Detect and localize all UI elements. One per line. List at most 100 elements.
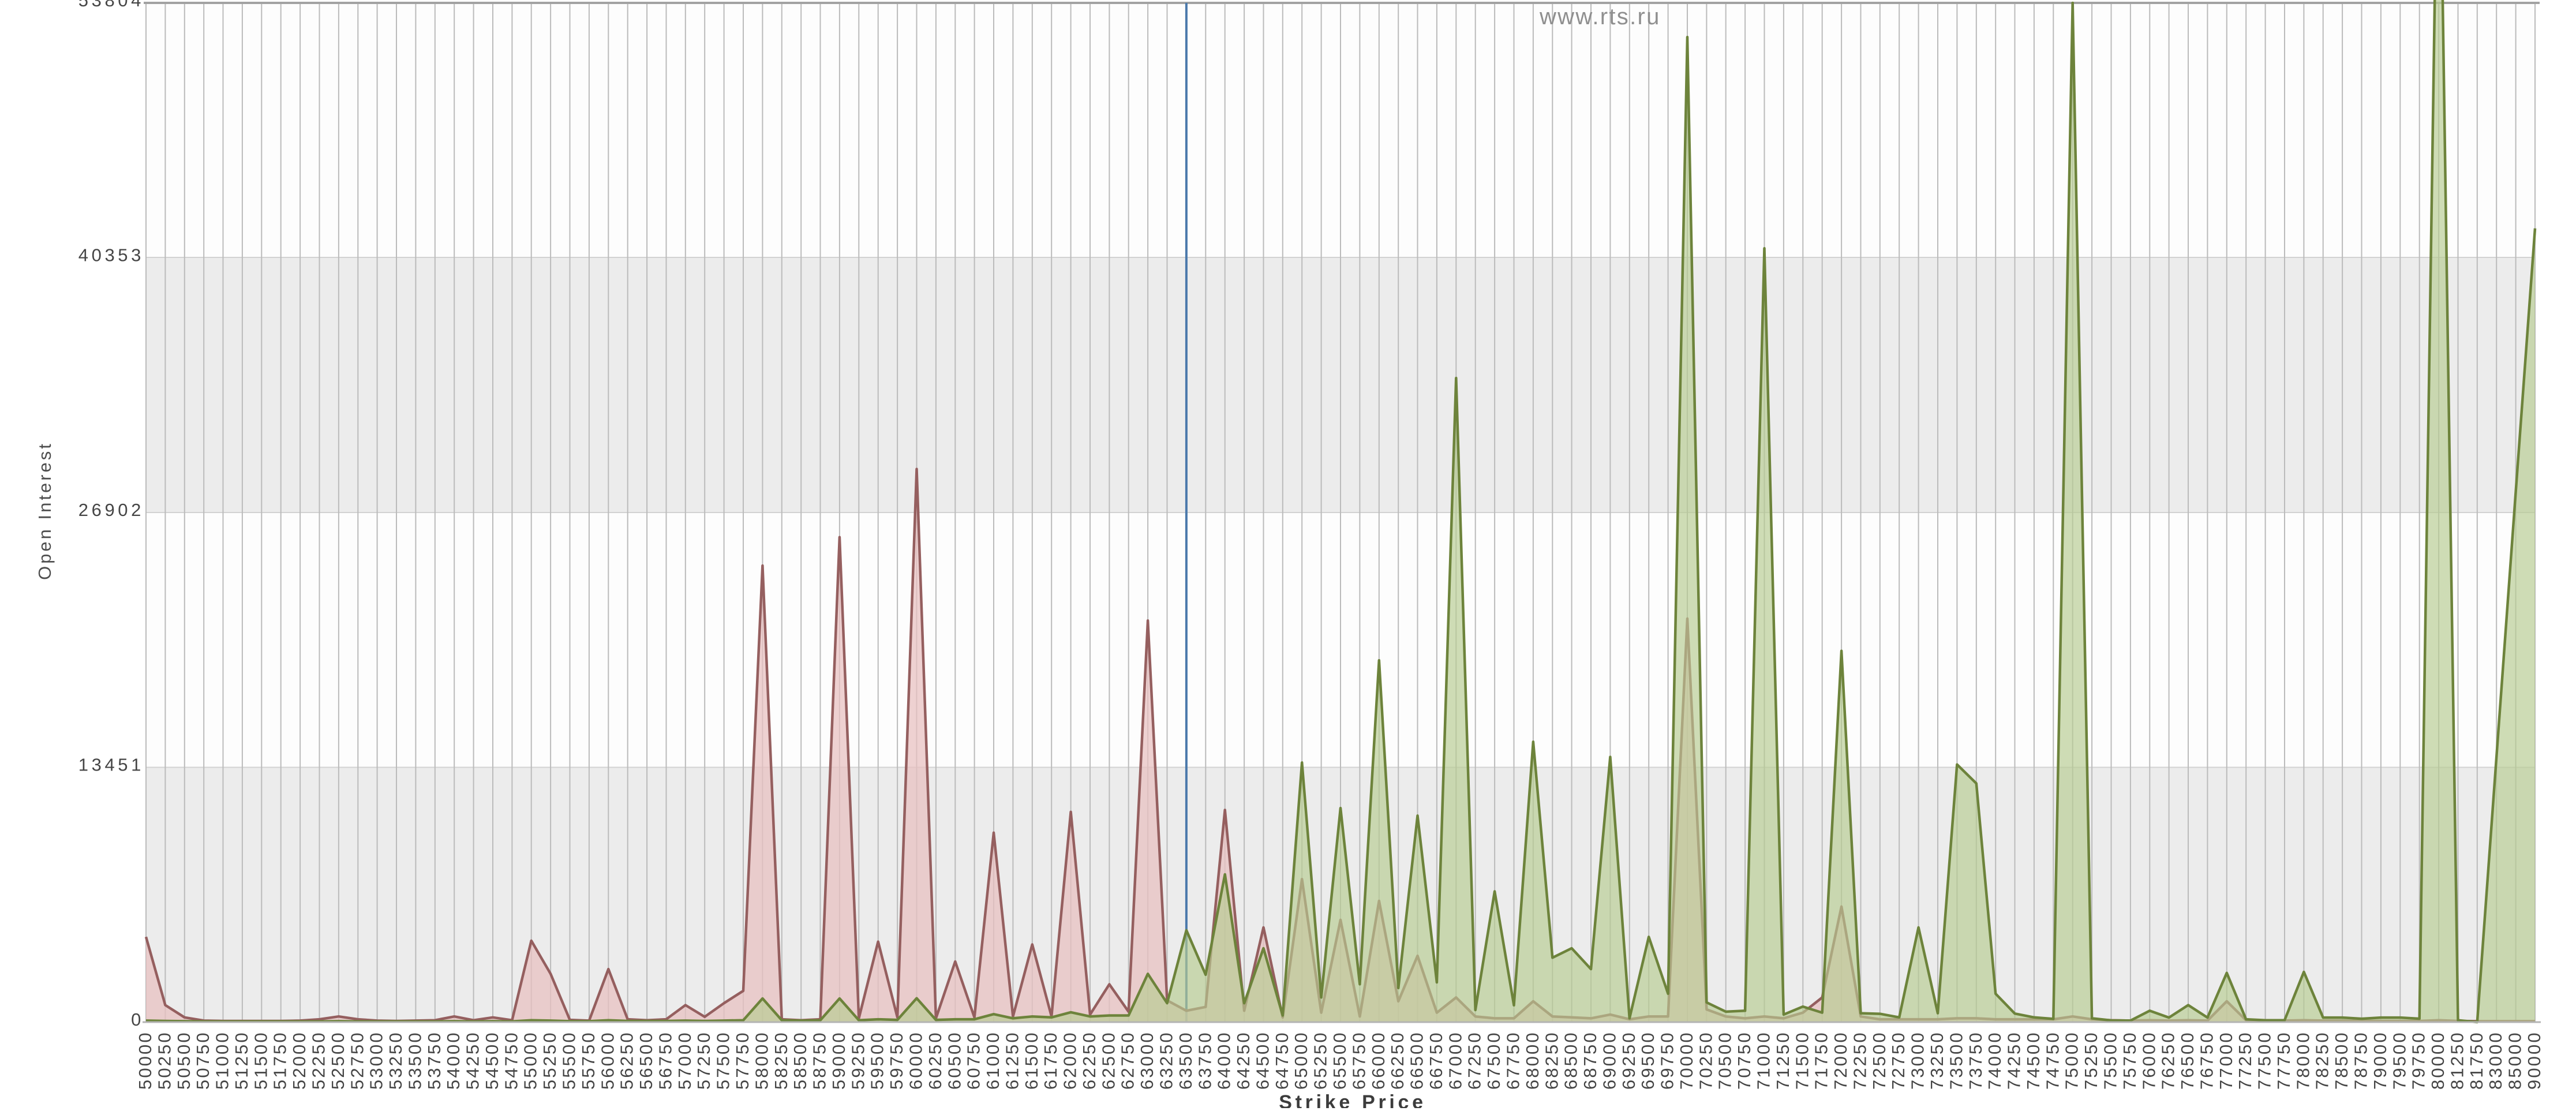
svg-text:50250: 50250 — [154, 1031, 174, 1090]
svg-text:70750: 70750 — [1734, 1031, 1754, 1090]
svg-text:51000: 51000 — [212, 1031, 233, 1090]
svg-text:74750: 74750 — [2042, 1031, 2062, 1090]
svg-text:65250: 65250 — [1311, 1031, 1331, 1090]
svg-text:64750: 64750 — [1272, 1031, 1292, 1090]
svg-text:55500: 55500 — [559, 1031, 579, 1090]
svg-text:52750: 52750 — [347, 1031, 367, 1090]
svg-text:64500: 64500 — [1253, 1031, 1273, 1090]
svg-text:55250: 55250 — [540, 1031, 560, 1090]
svg-text:61750: 61750 — [1040, 1031, 1061, 1090]
svg-text:69500: 69500 — [1638, 1031, 1658, 1090]
svg-text:54750: 54750 — [501, 1031, 521, 1090]
svg-text:62000: 62000 — [1060, 1031, 1080, 1090]
svg-text:65000: 65000 — [1291, 1031, 1311, 1090]
svg-text:74000: 74000 — [1985, 1031, 2005, 1090]
svg-text:54250: 54250 — [463, 1031, 483, 1090]
svg-text:72500: 72500 — [1869, 1031, 1889, 1090]
svg-text:68250: 68250 — [1541, 1031, 1562, 1090]
svg-text:57750: 57750 — [732, 1031, 752, 1090]
svg-text:68500: 68500 — [1561, 1031, 1581, 1090]
svg-text:76750: 76750 — [2196, 1031, 2216, 1090]
svg-text:58500: 58500 — [790, 1031, 810, 1090]
svg-text:69250: 69250 — [1619, 1031, 1639, 1090]
svg-text:68000: 68000 — [1522, 1031, 1542, 1090]
svg-text:75750: 75750 — [2120, 1031, 2140, 1090]
svg-text:56500: 56500 — [636, 1031, 656, 1090]
svg-text:52250: 52250 — [309, 1031, 329, 1090]
svg-text:72000: 72000 — [1830, 1031, 1851, 1090]
svg-text:65500: 65500 — [1330, 1031, 1350, 1090]
svg-text:75500: 75500 — [2101, 1031, 2121, 1090]
svg-text:50000: 50000 — [135, 1031, 155, 1090]
svg-text:90000: 90000 — [2524, 1031, 2544, 1090]
svg-text:61250: 61250 — [1002, 1031, 1022, 1090]
svg-text:73250: 73250 — [1927, 1031, 1947, 1090]
svg-text:64250: 64250 — [1233, 1031, 1253, 1090]
svg-text:71250: 71250 — [1773, 1031, 1793, 1090]
svg-text:55000: 55000 — [521, 1031, 541, 1090]
svg-text:79500: 79500 — [2389, 1031, 2409, 1090]
svg-text:79000: 79000 — [2370, 1031, 2390, 1090]
svg-text:63000: 63000 — [1137, 1031, 1157, 1090]
svg-text:76000: 76000 — [2139, 1031, 2159, 1090]
svg-text:77750: 77750 — [2274, 1031, 2294, 1090]
svg-text:66750: 66750 — [1426, 1031, 1446, 1090]
svg-text:81250: 81250 — [2447, 1031, 2468, 1090]
svg-text:51500: 51500 — [250, 1031, 271, 1090]
svg-text:59250: 59250 — [848, 1031, 868, 1090]
svg-text:Strike Price: Strike Price — [1279, 1091, 1426, 1108]
svg-text:Open Interest: Open Interest — [35, 442, 55, 580]
svg-text:77500: 77500 — [2255, 1031, 2275, 1090]
svg-text:73000: 73000 — [1908, 1031, 1928, 1090]
svg-text:66250: 66250 — [1387, 1031, 1407, 1090]
svg-text:77250: 77250 — [2235, 1031, 2255, 1090]
svg-text:0: 0 — [131, 1009, 144, 1030]
svg-text:70500: 70500 — [1715, 1031, 1735, 1090]
svg-text:75000: 75000 — [2062, 1031, 2082, 1090]
svg-text:50500: 50500 — [174, 1031, 194, 1090]
svg-text:71500: 71500 — [1792, 1031, 1812, 1090]
svg-text:60750: 60750 — [964, 1031, 984, 1090]
svg-text:13451: 13451 — [78, 755, 144, 775]
svg-text:67000: 67000 — [1445, 1031, 1465, 1090]
svg-text:63250: 63250 — [1156, 1031, 1177, 1090]
svg-text:59500: 59500 — [867, 1031, 888, 1090]
svg-text:70250: 70250 — [1695, 1031, 1716, 1090]
svg-text:74250: 74250 — [2004, 1031, 2024, 1090]
svg-text:78500: 78500 — [2331, 1031, 2352, 1090]
svg-text:77000: 77000 — [2216, 1031, 2236, 1090]
svg-text:66500: 66500 — [1407, 1031, 1427, 1090]
svg-text:67750: 67750 — [1503, 1031, 1523, 1090]
svg-text:26902: 26902 — [78, 500, 144, 520]
svg-text:65750: 65750 — [1349, 1031, 1369, 1090]
svg-text:71000: 71000 — [1754, 1031, 1774, 1090]
svg-text:80000: 80000 — [2428, 1031, 2448, 1090]
svg-text:83000: 83000 — [2485, 1031, 2506, 1090]
svg-text:68750: 68750 — [1580, 1031, 1600, 1090]
svg-text:58000: 58000 — [751, 1031, 772, 1090]
svg-text:56750: 56750 — [656, 1031, 676, 1090]
svg-text:53000: 53000 — [366, 1031, 387, 1090]
svg-text:73750: 73750 — [1965, 1031, 1986, 1090]
svg-text:60000: 60000 — [906, 1031, 926, 1090]
svg-text:59750: 59750 — [886, 1031, 907, 1090]
svg-text:81750: 81750 — [2466, 1031, 2487, 1090]
svg-text:79750: 79750 — [2409, 1031, 2429, 1090]
svg-text:67250: 67250 — [1465, 1031, 1485, 1090]
svg-text:67500: 67500 — [1484, 1031, 1504, 1090]
svg-text:63500: 63500 — [1175, 1031, 1196, 1090]
svg-text:61500: 61500 — [1021, 1031, 1042, 1090]
svg-text:55750: 55750 — [578, 1031, 598, 1090]
svg-text:75250: 75250 — [2081, 1031, 2101, 1090]
svg-text:53250: 53250 — [385, 1031, 406, 1090]
svg-text:59000: 59000 — [829, 1031, 849, 1090]
svg-text:70000: 70000 — [1676, 1031, 1697, 1090]
svg-text:54000: 54000 — [443, 1031, 463, 1090]
svg-text:56000: 56000 — [597, 1031, 617, 1090]
svg-text:53804: 53804 — [78, 0, 144, 10]
svg-text:78000: 78000 — [2293, 1031, 2313, 1090]
svg-text:58750: 58750 — [810, 1031, 830, 1090]
svg-text:62750: 62750 — [1118, 1031, 1138, 1090]
svg-text:56250: 56250 — [617, 1031, 637, 1090]
svg-text:52000: 52000 — [289, 1031, 309, 1090]
